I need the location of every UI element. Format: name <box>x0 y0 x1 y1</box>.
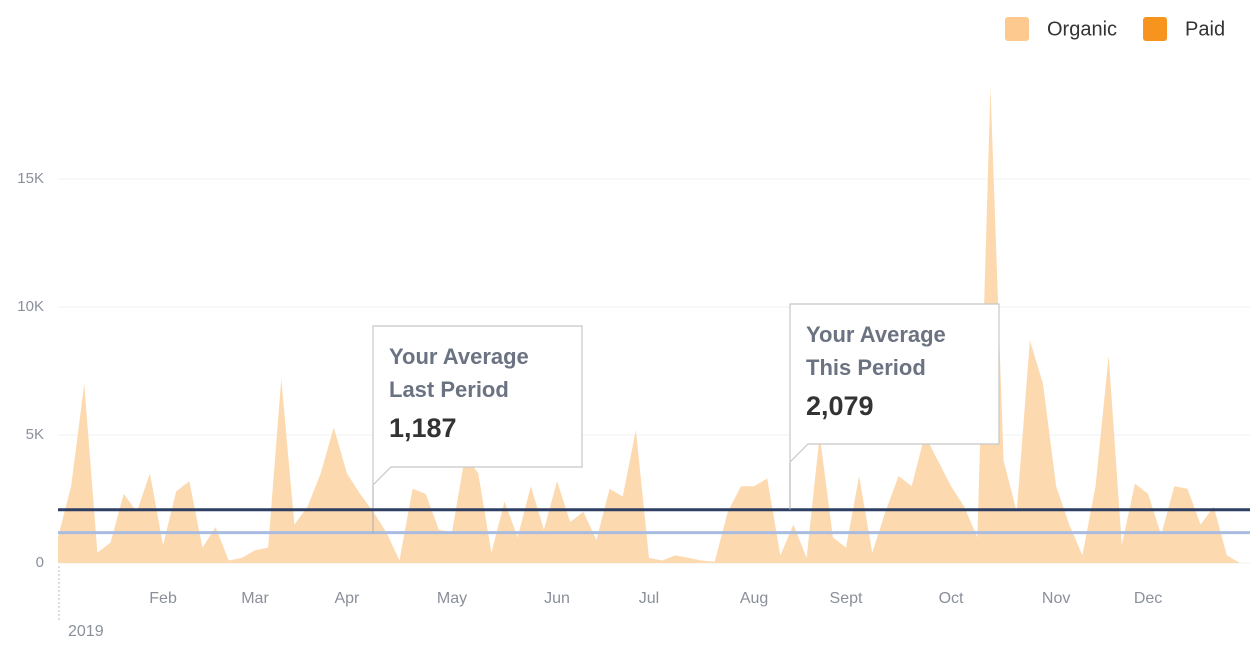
legend-label: Paid <box>1185 18 1225 40</box>
x-tick-label: Jul <box>639 590 659 607</box>
x-tick-label: Feb <box>149 590 177 607</box>
callout-box <box>789 303 1000 464</box>
year-label: 2019 <box>68 623 104 640</box>
y-tick-label: 0 <box>36 554 44 571</box>
legend-swatch <box>1143 17 1168 41</box>
x-tick-label: Nov <box>1042 590 1070 607</box>
area <box>58 86 1240 563</box>
x-tick-label: Aug <box>740 590 768 607</box>
callout-value: 2,079 <box>806 391 874 421</box>
callout-label: This Period <box>806 355 926 380</box>
callout-label: Last Period <box>389 377 509 402</box>
callout-label: Your Average <box>389 344 529 369</box>
y-tick-label: 10K <box>17 298 44 315</box>
x-tick-label: Apr <box>334 590 360 607</box>
legend-swatch <box>1005 17 1029 41</box>
callout-label: Your Average <box>806 322 946 347</box>
x-tick-label: Dec <box>1134 590 1162 607</box>
y-tick-label: 5K <box>26 426 44 443</box>
x-tick-label: Oct <box>939 590 964 607</box>
x-tick-label: Sept <box>830 590 863 607</box>
x-tick-label: Jun <box>544 590 570 607</box>
x-tick-label: May <box>437 590 467 607</box>
legend-label: Organic <box>1047 18 1117 40</box>
callout-box <box>372 325 583 487</box>
callout-value: 1,187 <box>389 413 457 443</box>
y-tick-label: 15K <box>17 170 44 187</box>
x-tick-label: Mar <box>241 590 269 607</box>
